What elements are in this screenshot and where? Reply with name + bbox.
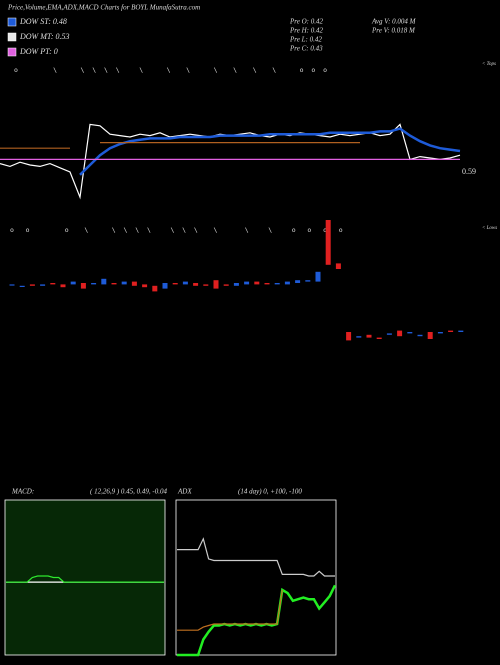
candle	[121, 281, 127, 285]
legend-label: DOW ST: 0.48	[19, 17, 67, 26]
candle	[325, 220, 331, 265]
macd-params: ( 12,26,9 ) 0.45, 0.49, -0.04	[90, 488, 167, 496]
candle	[152, 285, 158, 292]
adx-panel	[175, 499, 337, 656]
candle	[131, 281, 137, 286]
signal-line	[6, 575, 164, 583]
candle	[346, 332, 352, 341]
ema-long-line	[0, 142, 360, 149]
candle	[60, 284, 66, 288]
tops-label: < Tops	[482, 62, 496, 67]
stat: Avg V: 0.004 M	[371, 18, 417, 26]
candle	[295, 280, 301, 283]
candle	[142, 284, 148, 288]
candle	[366, 334, 372, 338]
candle	[356, 336, 362, 338]
candle	[172, 283, 178, 285]
title: Price,Volume,EMA,ADX,MACD Charts for BOY…	[7, 4, 200, 12]
minus-di-line	[177, 589, 283, 631]
candle	[19, 285, 25, 287]
candle	[335, 263, 341, 269]
candle	[397, 330, 403, 337]
candle	[458, 330, 464, 332]
candle	[101, 278, 107, 285]
stat: Pre H: 0.42	[289, 27, 323, 35]
macd-panel	[4, 499, 166, 656]
candle	[203, 284, 209, 286]
stat: Pre O: 0.42	[289, 18, 323, 26]
adx-line	[177, 537, 335, 577]
candle	[111, 283, 117, 285]
candle	[274, 283, 280, 285]
candle	[264, 283, 270, 285]
candle	[162, 283, 168, 289]
top-markers: o \ \ \ \ \ \ \ \ \ \ \ \ o o o	[14, 66, 327, 74]
candle	[182, 281, 188, 285]
legend-label: DOW MT: 0.53	[19, 32, 70, 41]
price-label: 0.59	[462, 167, 476, 176]
lows-label: < Lows	[482, 226, 497, 231]
adx-label: ADX	[177, 488, 192, 496]
candle	[407, 332, 413, 334]
candle	[70, 281, 76, 285]
candle	[213, 280, 219, 289]
stat: Pre L: 0.42	[289, 36, 322, 44]
low-markers: o o o \ \ \ \ \ \ \ \ \ \ \ o o o o	[10, 226, 343, 234]
candle	[80, 283, 86, 289]
ema-short-line	[79, 127, 461, 176]
candle	[29, 284, 35, 286]
adx-params: (14 day) 0, +100, -100	[238, 488, 302, 496]
stat: Pre C: 0.43	[289, 45, 323, 53]
candle	[233, 283, 239, 286]
candle	[193, 283, 199, 286]
candle	[40, 284, 46, 286]
candle	[417, 334, 423, 337]
candle	[448, 330, 454, 332]
legend-swatch	[7, 47, 17, 57]
stat: Pre V: 0.018 M	[371, 27, 416, 35]
candle	[284, 281, 290, 285]
legend-swatch	[7, 17, 17, 27]
candle	[427, 332, 433, 339]
candle	[244, 281, 250, 285]
macd-label: MACD:	[11, 488, 34, 496]
legend-label: DOW PT: 0	[19, 47, 58, 56]
candle	[91, 283, 97, 285]
candle	[315, 271, 321, 282]
candle	[223, 284, 229, 286]
candle	[386, 333, 392, 335]
candle	[305, 280, 311, 282]
candle	[9, 284, 15, 286]
candle	[437, 332, 443, 334]
candle	[254, 281, 260, 285]
candle	[50, 283, 56, 285]
candle	[376, 337, 382, 339]
legend-swatch	[7, 32, 17, 42]
